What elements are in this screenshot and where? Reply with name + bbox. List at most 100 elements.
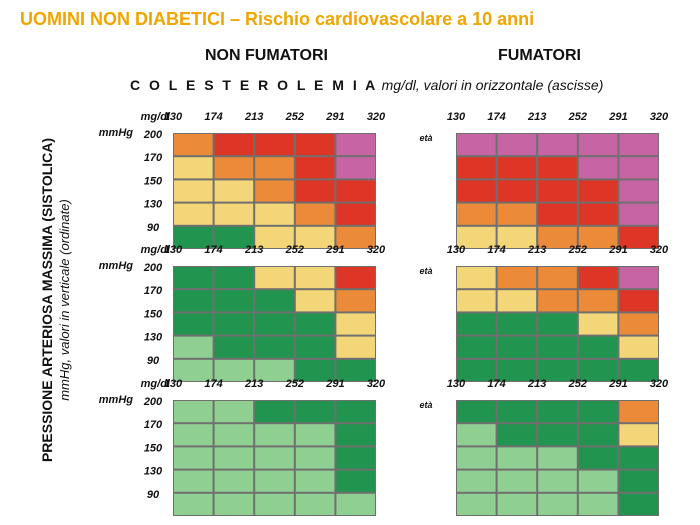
x-tick-label: 252	[568, 244, 587, 256]
heatmap-cell	[255, 134, 294, 156]
heatmap-cell	[255, 180, 294, 202]
heatmap-cell	[497, 157, 537, 179]
y-tick-label: 200	[143, 262, 163, 274]
heatmap-cell	[497, 336, 537, 358]
heatmap-cell	[214, 447, 254, 469]
x-tick-label: 213	[244, 244, 263, 256]
heatmap-cell	[214, 424, 254, 446]
heatmap-cell	[295, 493, 335, 515]
heatmap-cell	[295, 203, 335, 225]
heatmap-cell	[538, 470, 577, 492]
x-tick-label: 213	[527, 378, 546, 390]
heatmap-cell	[174, 267, 213, 289]
heatmap-cell	[214, 134, 254, 156]
heatmap-cell	[336, 290, 375, 312]
heatmap-cell	[497, 401, 537, 423]
heatmap-cell	[255, 157, 294, 179]
x-tick-label: 130	[164, 244, 183, 256]
heatmap-cell	[457, 401, 496, 423]
x-tick-label: 174	[204, 111, 222, 123]
heatmap-cell	[174, 134, 213, 156]
age-label: età	[419, 133, 432, 143]
heatmap-cell	[255, 359, 294, 381]
heatmap-cell	[174, 336, 213, 358]
x-tick-label: 320	[650, 244, 669, 256]
heatmap-cell	[619, 447, 658, 469]
heatmap-cell	[578, 470, 618, 492]
heatmap-cell	[255, 203, 294, 225]
heatmap-cell	[295, 157, 335, 179]
x-tick-label: 252	[568, 378, 587, 390]
heatmap-cell	[174, 447, 213, 469]
x-unit-label: mg/dl	[141, 244, 171, 256]
heatmap-cell	[578, 180, 618, 202]
x-tick-label: 252	[285, 244, 304, 256]
x-tick-label: 291	[608, 111, 627, 123]
heatmap-cell	[255, 470, 294, 492]
x-tick-label: 320	[650, 111, 669, 123]
y-unit-label: mmHg	[99, 394, 134, 406]
heatmap-cell	[295, 470, 335, 492]
heatmap-cell	[295, 290, 335, 312]
heatmap-cell	[619, 180, 658, 202]
heatmap-cell	[336, 180, 375, 202]
x-tick-label: 320	[367, 244, 386, 256]
y-tick-label: 130	[144, 332, 163, 344]
heatmap-cell	[214, 359, 254, 381]
x-tick-label: 174	[204, 378, 222, 390]
x-tick-label: 252	[568, 111, 587, 123]
x-tick-label: 130	[447, 111, 466, 123]
heatmap-cell	[538, 336, 577, 358]
heatmap-cell	[619, 203, 658, 225]
x-tick-label: 291	[325, 378, 344, 390]
heatmap-cell	[255, 447, 294, 469]
x-axis-unit-note: mg/dl, valori in orizzontale (ascisse)	[377, 77, 604, 93]
heatmap-cell	[457, 267, 496, 289]
heatmap-cell	[336, 203, 375, 225]
heatmap-cell	[619, 313, 658, 335]
heatmap-cell	[497, 493, 537, 515]
y-tick-label: 130	[144, 466, 163, 478]
x-tick-label: 174	[487, 244, 505, 256]
y-tick-label: 150	[144, 175, 163, 187]
heatmap-cell	[214, 180, 254, 202]
heatmap-cell	[295, 401, 335, 423]
non-smokers-header: NON FUMATORI	[205, 47, 328, 64]
x-axis-subtitle: C O L E S T E R O L E M I A mg/dl, valor…	[130, 77, 603, 93]
y-tick-label: 170	[144, 419, 163, 431]
x-tick-label: 174	[487, 111, 505, 123]
heatmap-cell	[295, 226, 335, 248]
heatmap-cell	[174, 226, 213, 248]
heatmap-cell	[255, 493, 294, 515]
heatmap-cell	[497, 313, 537, 335]
heatmap-cell	[214, 157, 254, 179]
y-tick-label: 150	[144, 308, 163, 320]
heatmap-cell	[497, 226, 537, 248]
x-tick-label: 320	[650, 378, 669, 390]
heatmap-cell	[538, 267, 577, 289]
heatmap-cell	[174, 470, 213, 492]
heatmap-cell	[457, 134, 496, 156]
heatmap-cell	[174, 203, 213, 225]
y-tick-label: 200	[143, 129, 163, 141]
heatmap-cell	[578, 424, 618, 446]
heatmap-cell	[336, 313, 375, 335]
heatmap-cell	[497, 134, 537, 156]
heatmap-cell	[619, 401, 658, 423]
heatmap-cell	[457, 157, 496, 179]
heatmap-cell	[497, 203, 537, 225]
heatmap-cell	[619, 290, 658, 312]
x-tick-label: 130	[447, 378, 466, 390]
x-tick-label: 213	[527, 111, 546, 123]
heatmap-cell	[255, 424, 294, 446]
heatmap-cell	[174, 180, 213, 202]
heatmap-cell	[255, 226, 294, 248]
heatmap-cell	[214, 290, 254, 312]
heatmap-cell	[336, 157, 375, 179]
heatmap-cell	[457, 336, 496, 358]
heatmap-cell	[578, 267, 618, 289]
heatmap-cell	[538, 493, 577, 515]
heatmap-cell	[578, 313, 618, 335]
heatmap-cell	[174, 157, 213, 179]
